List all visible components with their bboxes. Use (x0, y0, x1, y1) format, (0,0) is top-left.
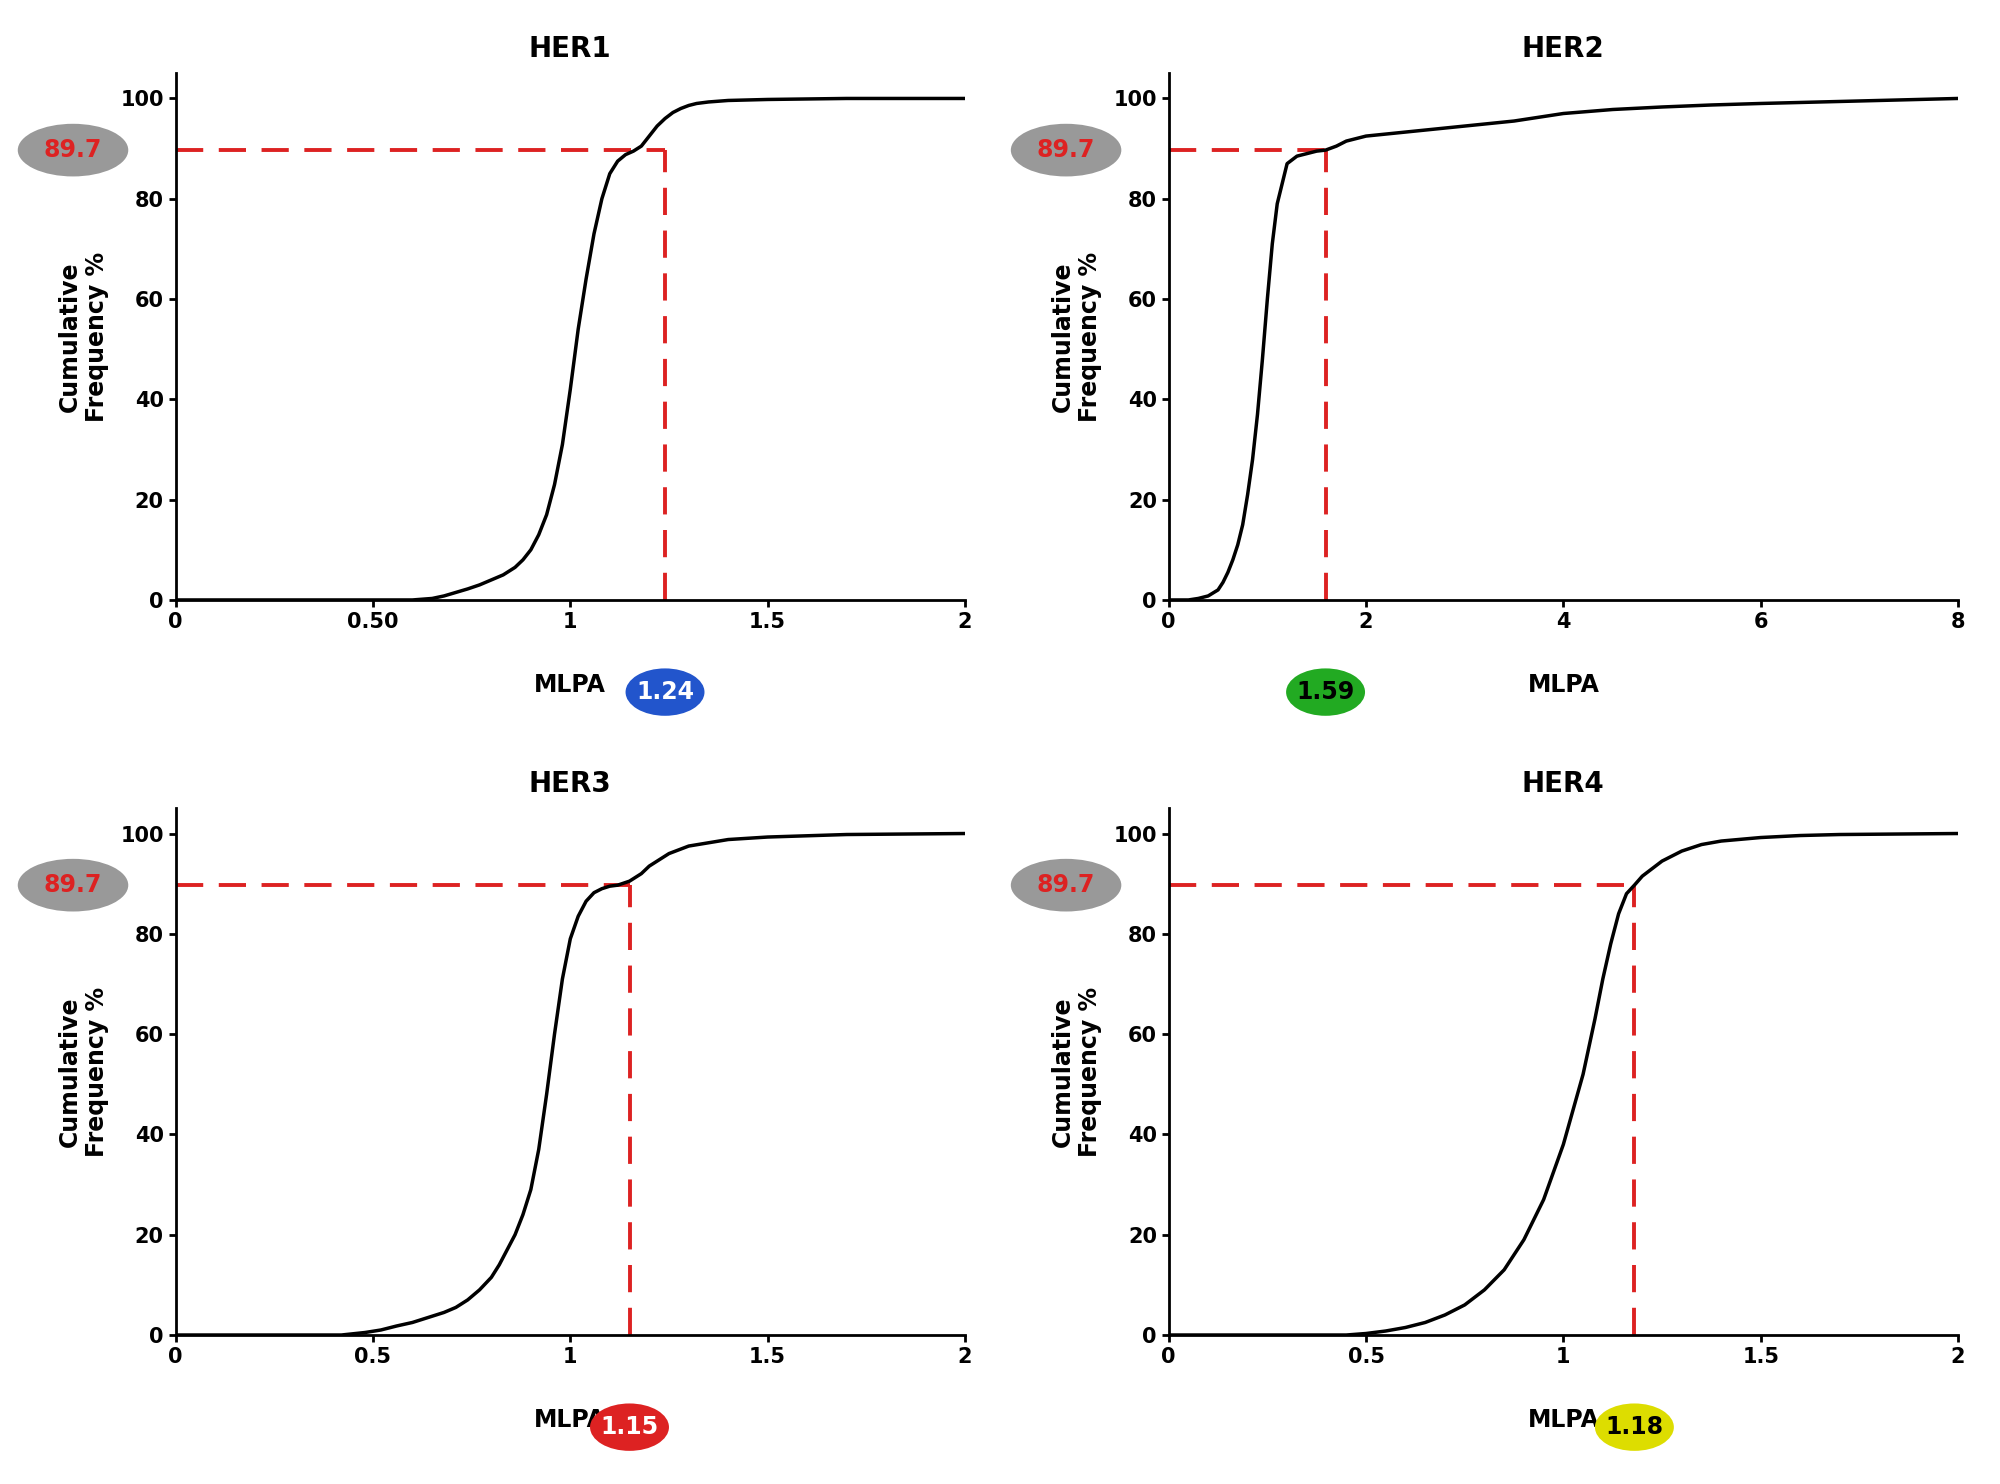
Title: HER4: HER4 (1522, 770, 1604, 798)
X-axis label: MLPA: MLPA (1528, 674, 1600, 697)
Ellipse shape (1594, 1404, 1674, 1451)
Text: 1.24: 1.24 (636, 680, 694, 703)
Ellipse shape (1010, 123, 1122, 177)
Ellipse shape (18, 123, 128, 177)
Y-axis label: Cumulative
Frequency %: Cumulative Frequency % (1050, 987, 1102, 1158)
Text: 89.7: 89.7 (1036, 873, 1096, 898)
Title: HER1: HER1 (528, 34, 612, 62)
X-axis label: MLPA: MLPA (534, 1408, 606, 1432)
Ellipse shape (1010, 859, 1122, 911)
Text: 1.18: 1.18 (1606, 1416, 1664, 1439)
Y-axis label: Cumulative
Frequency %: Cumulative Frequency % (1050, 252, 1102, 421)
Ellipse shape (626, 668, 704, 715)
Y-axis label: Cumulative
Frequency %: Cumulative Frequency % (58, 987, 110, 1158)
Ellipse shape (18, 859, 128, 911)
Ellipse shape (590, 1404, 668, 1451)
Text: 89.7: 89.7 (1036, 138, 1096, 162)
Y-axis label: Cumulative
Frequency %: Cumulative Frequency % (58, 252, 110, 421)
Text: 89.7: 89.7 (44, 138, 102, 162)
Title: HER2: HER2 (1522, 34, 1604, 62)
Text: 1.59: 1.59 (1296, 680, 1354, 703)
Text: 89.7: 89.7 (44, 873, 102, 898)
Text: 1.15: 1.15 (600, 1416, 658, 1439)
X-axis label: MLPA: MLPA (534, 674, 606, 697)
X-axis label: MLPA: MLPA (1528, 1408, 1600, 1432)
Title: HER3: HER3 (528, 770, 612, 798)
Ellipse shape (1286, 668, 1366, 715)
